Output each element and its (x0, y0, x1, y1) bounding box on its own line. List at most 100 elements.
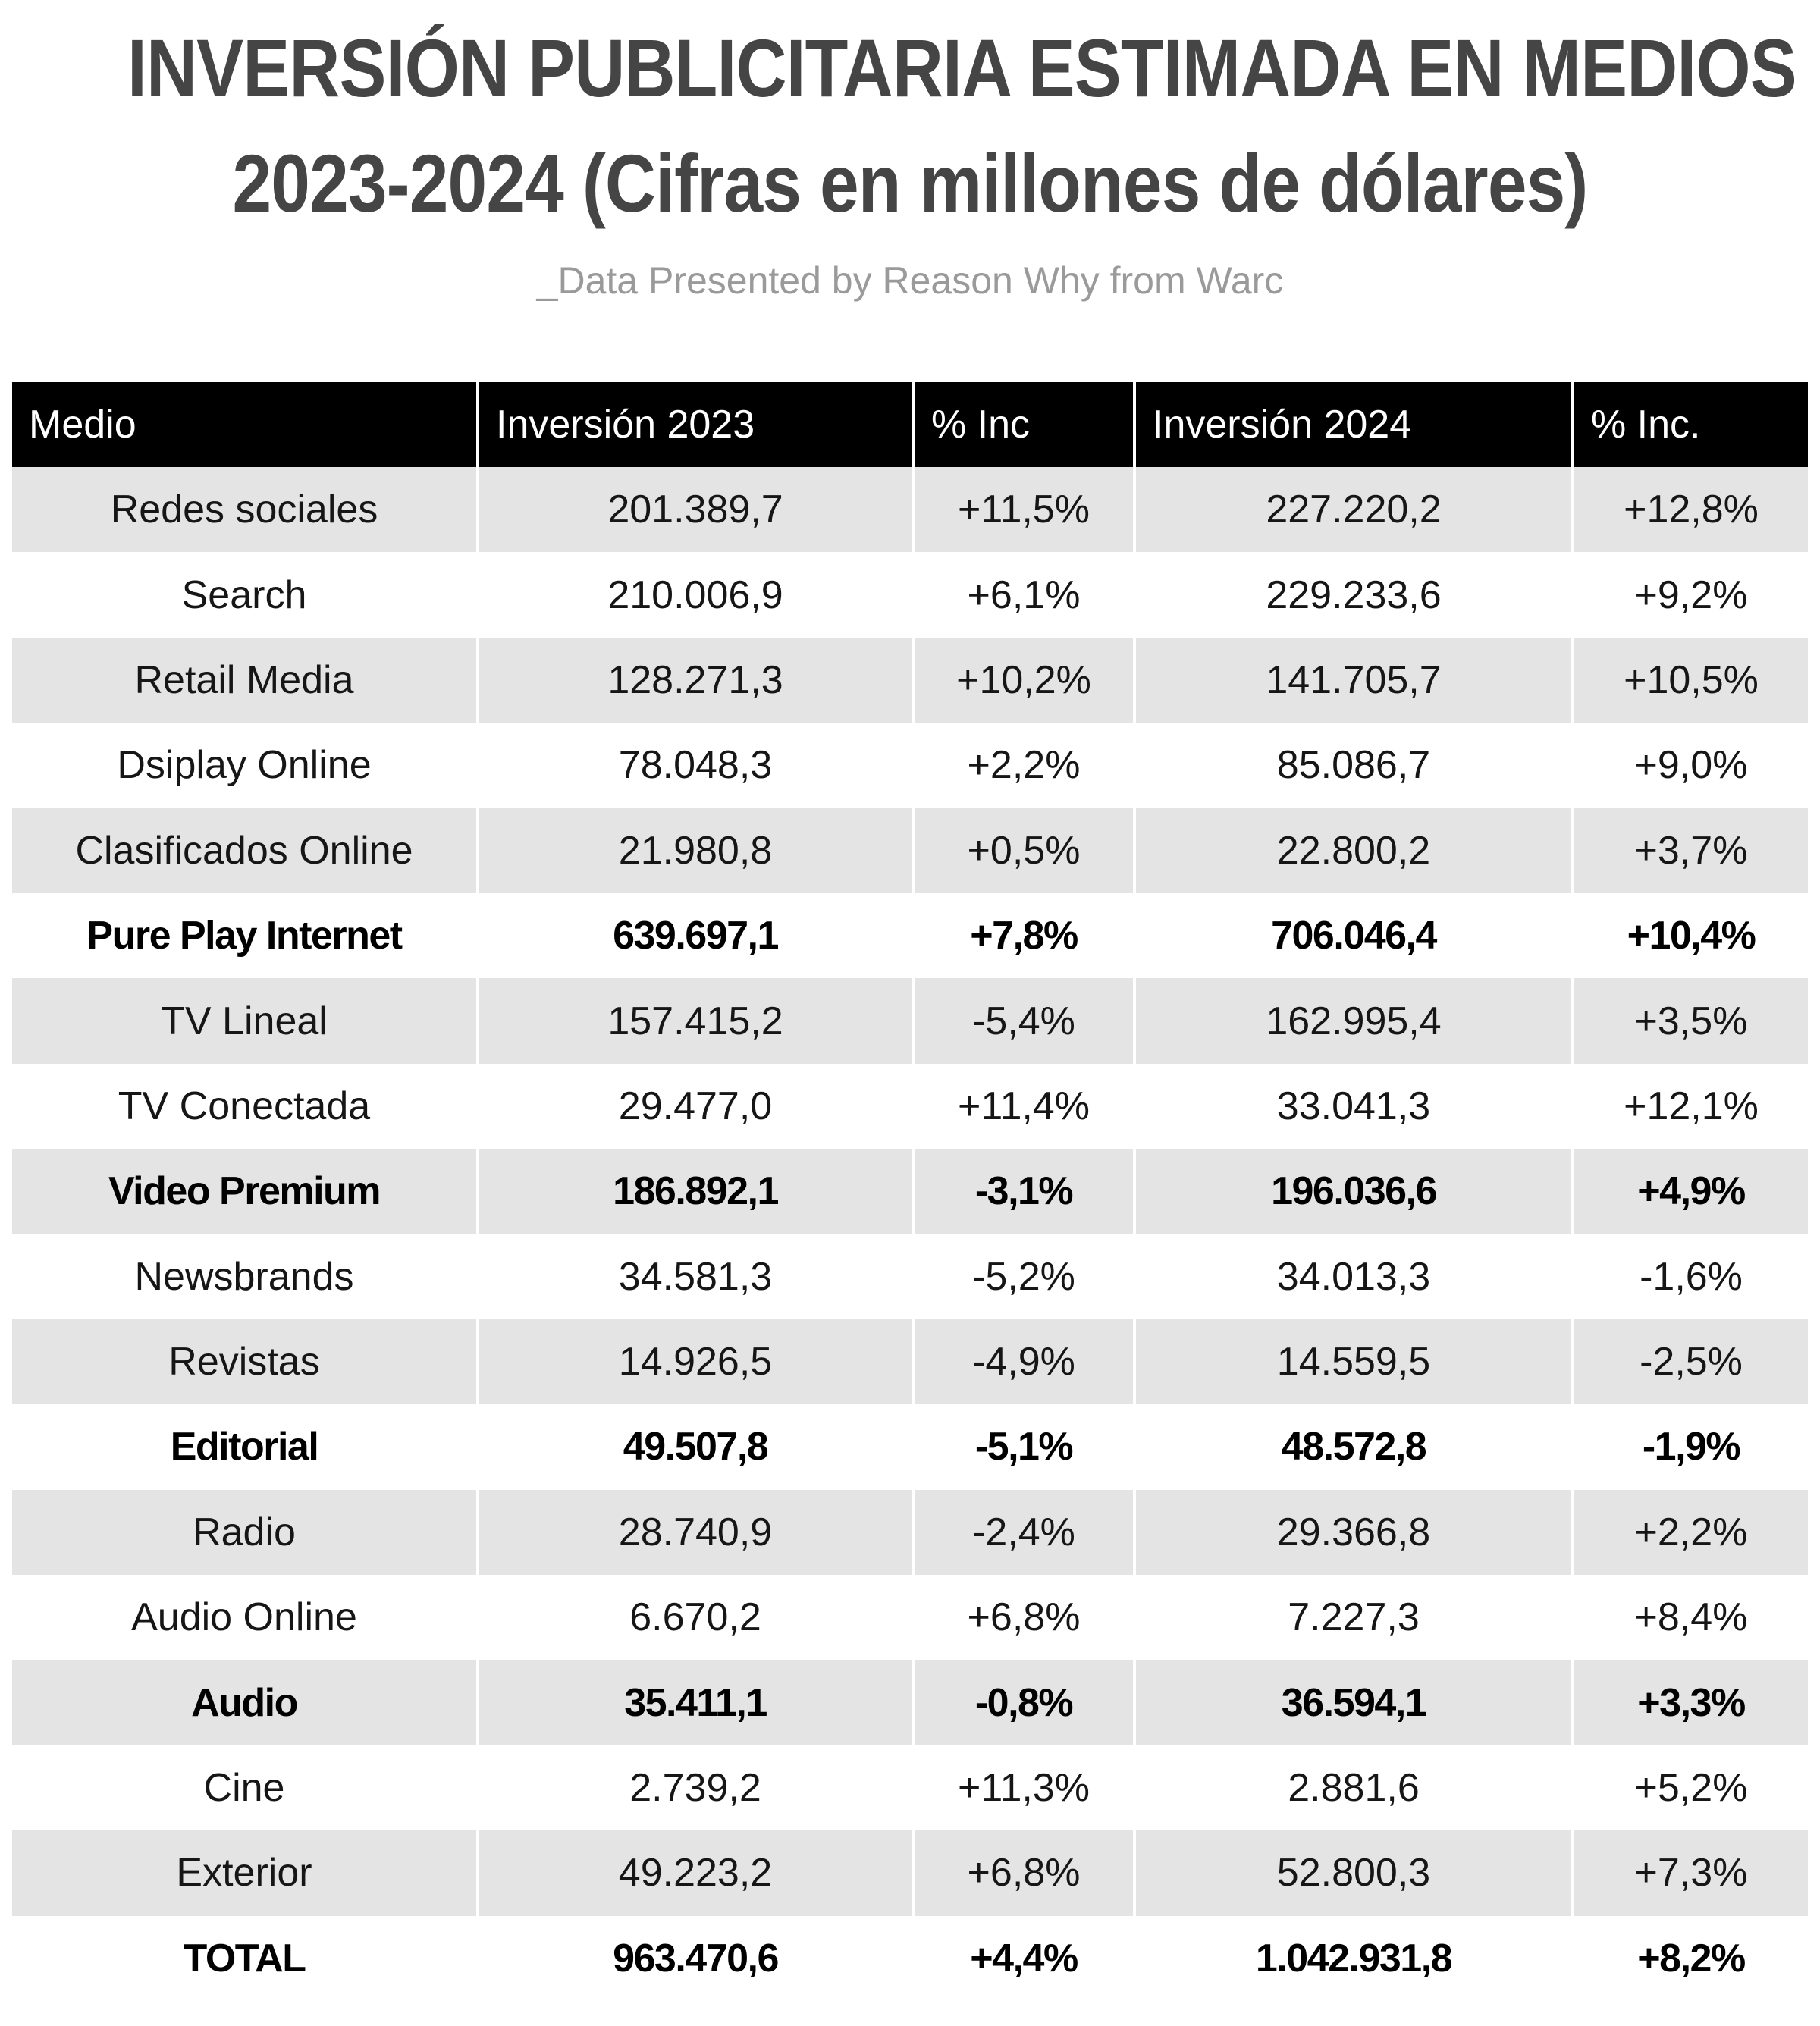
cell-inc-2024: +3,5% (1571, 978, 1808, 1064)
cell-medio: TV Conectada (12, 1063, 479, 1149)
cell-inc-2024: +4,9% (1571, 1149, 1808, 1234)
table-row: Retail Media 128.271,3 +10,2% 141.705,7 +10,… (12, 637, 1808, 723)
header-inversion-2023: Inversión 2023 (476, 382, 915, 467)
cell-medio: Redes sociales (12, 467, 479, 553)
cell-inc-2024: +10,4% (1571, 892, 1808, 979)
cell-inversion-2023: 34.581,3 (476, 1234, 915, 1319)
cell-inversion-2024: 7.227,3 (1133, 1575, 1574, 1661)
cell-inversion-2024: 162.995,4 (1133, 978, 1574, 1064)
table-row: Audio Online 6.670,2 +6,8% 7.227,3 +8,4% (12, 1575, 1808, 1661)
cell-inversion-2023: 963.470,6 (476, 1915, 915, 2002)
table-row: Newsbrands 34.581,3 -5,2% 34.013,3 -1,6% (12, 1234, 1808, 1319)
cell-inc-2023: -5,4% (912, 978, 1136, 1064)
cell-inversion-2024: 29.366,8 (1133, 1489, 1574, 1576)
cell-inc-2024: +2,2% (1571, 1489, 1808, 1576)
cell-inc-2024: -2,5% (1571, 1319, 1808, 1405)
cell-inc-2023: +6,8% (912, 1575, 1136, 1661)
header-inversion-2024: Inversión 2024 (1133, 382, 1574, 467)
table-row: TV Conectada 29.477,0 +11,4% 33.041,3 +12,1% (12, 1063, 1808, 1149)
cell-inc-2024: +7,3% (1571, 1830, 1808, 1916)
cell-inc-2023: -5,2% (912, 1234, 1136, 1319)
cell-medio: Search (12, 552, 479, 638)
table-row: TV Lineal 157.415,2 -5,4% 162.995,4 +3,5% (12, 978, 1808, 1064)
cell-inversion-2024: 141.705,7 (1133, 637, 1574, 723)
cell-inc-2023: -2,4% (912, 1489, 1136, 1576)
cell-inc-2023: -5,1% (912, 1404, 1136, 1490)
cell-inversion-2023: 2.739,2 (476, 1745, 915, 1831)
cell-inversion-2024: 22.800,2 (1133, 808, 1574, 893)
cell-inc-2023: -0,8% (912, 1660, 1136, 1745)
title-line-1: INVERSIÓN PUBLICITARIA ESTIMADA EN MEDIO… (127, 22, 1797, 114)
cell-inversion-2024: 229.233,6 (1133, 552, 1574, 638)
header-inc-2024: % Inc. (1571, 382, 1808, 467)
cell-inversion-2024: 227.220,2 (1133, 467, 1574, 553)
cell-inversion-2023: 49.223,2 (476, 1830, 915, 1916)
table-row-subtotal: TOTAL 963.470,6 +4,4% 1.042.931,8 +8,2% (12, 1915, 1808, 2002)
cell-inc-2024: +3,7% (1571, 808, 1808, 893)
cell-medio: Clasificados Online (12, 808, 479, 893)
cell-inversion-2023: 49.507,8 (476, 1404, 915, 1490)
cell-inc-2023: +11,5% (912, 467, 1136, 553)
cell-medio: Audio (12, 1660, 479, 1745)
cell-inc-2024: +10,5% (1571, 637, 1808, 723)
cell-inc-2023: +11,4% (912, 1063, 1136, 1149)
cell-inversion-2023: 14.926,5 (476, 1319, 915, 1405)
cell-medio: Exterior (12, 1830, 479, 1916)
cell-medio: TV Lineal (12, 978, 479, 1064)
cell-inc-2023: +10,2% (912, 637, 1136, 723)
cell-inversion-2023: 21.980,8 (476, 808, 915, 893)
table-row: Clasificados Online 21.980,8 +0,5% 22.800,2… (12, 808, 1808, 893)
cell-inversion-2024: 48.572,8 (1133, 1404, 1574, 1490)
cell-inversion-2023: 28.740,9 (476, 1489, 915, 1576)
cell-inversion-2024: 14.559,5 (1133, 1319, 1574, 1405)
cell-medio: TOTAL (12, 1915, 479, 2002)
table-row: Radio 28.740,9 -2,4% 29.366,8 +2,2% (12, 1489, 1808, 1576)
cell-inc-2024: -1,6% (1571, 1234, 1808, 1319)
page-title: INVERSIÓN PUBLICITARIA ESTIMADA EN MEDIO… (127, 11, 1797, 241)
table-row-subtotal: Video Premium 186.892,1 -3,1% 196.036,6 +4,9… (12, 1149, 1808, 1234)
cell-inc-2024: +12,8% (1571, 467, 1808, 553)
cell-inversion-2023: 157.415,2 (476, 978, 915, 1064)
cell-inversion-2024: 2.881,6 (1133, 1745, 1574, 1831)
cell-inc-2024: +9,0% (1571, 723, 1808, 808)
cell-medio: Audio Online (12, 1575, 479, 1661)
header-medio: Medio (12, 382, 479, 467)
table-row-subtotal: Pure Play Internet 639.697,1 +7,8% 706.046,… (12, 892, 1808, 979)
cell-inversion-2024: 706.046,4 (1133, 892, 1574, 979)
investment-table: Medio Inversión 2023 % Inc Inversión 202… (12, 382, 1808, 2002)
cell-inversion-2024: 52.800,3 (1133, 1830, 1574, 1916)
cell-inversion-2024: 34.013,3 (1133, 1234, 1574, 1319)
cell-inc-2023: +7,8% (912, 892, 1136, 979)
header-row: Medio Inversión 2023 % Inc Inversión 202… (12, 382, 1808, 467)
cell-inc-2023: +4,4% (912, 1915, 1136, 2002)
cell-inc-2024: +3,3% (1571, 1660, 1808, 1745)
cell-inversion-2023: 201.389,7 (476, 467, 915, 553)
cell-inversion-2023: 639.697,1 (476, 892, 915, 979)
table-row: Dsiplay Online 78.048,3 +2,2% 85.086,7 +9,0% (12, 723, 1808, 808)
table-row-subtotal: Audio 35.411,1 -0,8% 36.594,1 +3,3% (12, 1660, 1808, 1745)
cell-inc-2024: +8,2% (1571, 1915, 1808, 2002)
cell-inc-2023: +0,5% (912, 808, 1136, 893)
header-inc-2023: % Inc (912, 382, 1136, 467)
table-row: Revistas 14.926,5 -4,9% 14.559,5 -2,5% (12, 1319, 1808, 1405)
cell-inc-2023: +11,3% (912, 1745, 1136, 1831)
table-row: Cine 2.739,2 +11,3% 2.881,6 +5,2% (12, 1745, 1808, 1831)
cell-inversion-2023: 35.411,1 (476, 1660, 915, 1745)
cell-inversion-2023: 186.892,1 (476, 1149, 915, 1234)
cell-inc-2023: -4,9% (912, 1319, 1136, 1405)
table-row-subtotal: Editorial 49.507,8 -5,1% 48.572,8 -1,9% (12, 1404, 1808, 1490)
cell-inc-2024: +9,2% (1571, 552, 1808, 638)
cell-inc-2024: +5,2% (1571, 1745, 1808, 1831)
cell-medio: Dsiplay Online (12, 723, 479, 808)
cell-medio: Radio (12, 1489, 479, 1576)
cell-inc-2024: -1,9% (1571, 1404, 1808, 1490)
cell-inc-2023: +2,2% (912, 723, 1136, 808)
cell-medio: Retail Media (12, 637, 479, 723)
cell-inversion-2024: 36.594,1 (1133, 1660, 1574, 1745)
title-line-2: 2023-2024 (Cifras en millones de dólares… (232, 137, 1588, 229)
cell-inversion-2023: 29.477,0 (476, 1063, 915, 1149)
cell-inversion-2024: 33.041,3 (1133, 1063, 1574, 1149)
cell-medio: Revistas (12, 1319, 479, 1405)
cell-inversion-2024: 1.042.931,8 (1133, 1915, 1574, 2002)
cell-inversion-2023: 78.048,3 (476, 723, 915, 808)
